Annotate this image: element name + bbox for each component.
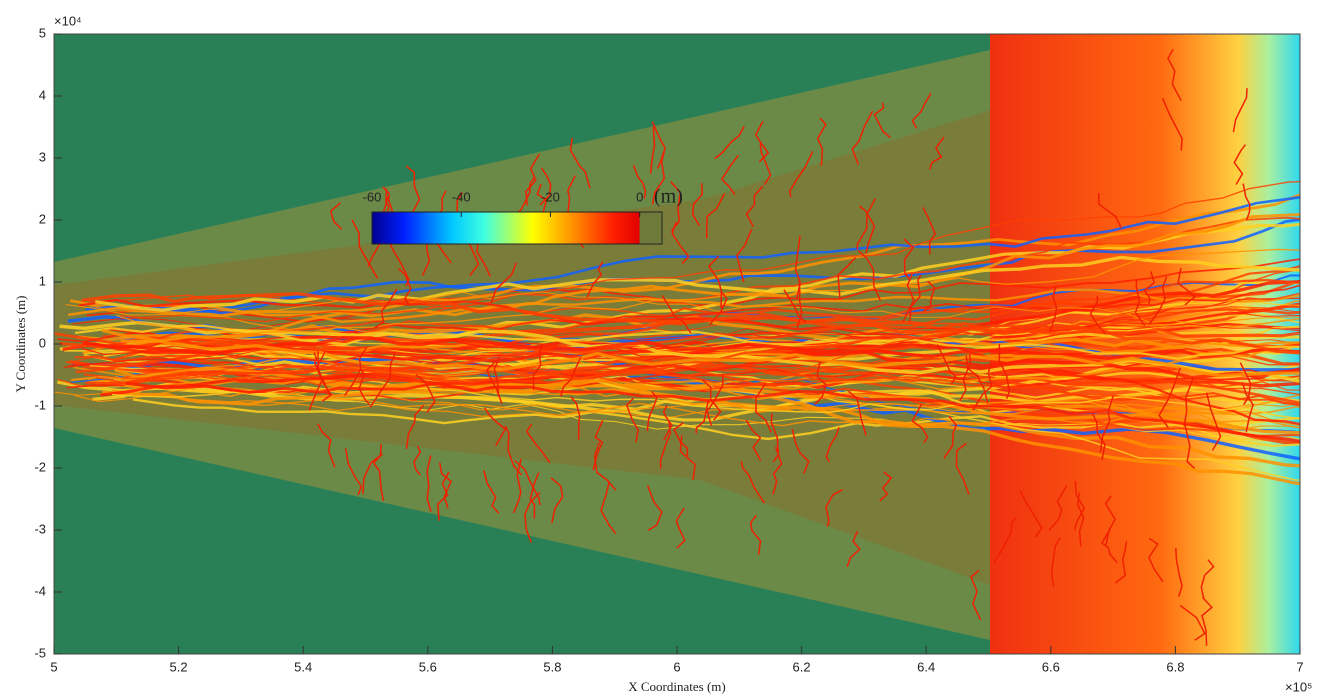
- colorbar-tick-label: -40: [452, 189, 471, 204]
- y-tick-label: 0: [39, 335, 46, 350]
- figure: 5 5.2 5.4 5.6 5.8 6 6.2 6.4 6.6 6.8 7 -5 -4 -3 -2 -1 0 1 2…: [0, 0, 1325, 695]
- x-tick-label: 5: [50, 659, 57, 674]
- y-axis-label: Y Coordinates (m): [13, 296, 28, 393]
- x-tick-label: 6: [673, 659, 680, 674]
- x-tick-label: 5.4: [294, 659, 312, 674]
- y-tick-label: -5: [34, 645, 46, 660]
- x-tick-label: 6.6: [1042, 659, 1060, 674]
- colorbar-unit: (m): [654, 186, 683, 208]
- x-tick-label: 7: [1296, 659, 1303, 674]
- x-tick-label: 6.8: [1166, 659, 1184, 674]
- colorbar-tick-label: 0: [636, 189, 643, 204]
- y-tick-label: 5: [39, 25, 46, 40]
- x-tick-label: 5.6: [419, 659, 437, 674]
- colorbar-land: [640, 212, 662, 244]
- page: 5 5.2 5.4 5.6 5.8 6 6.2 6.4 6.6 6.8 7 -5 -4 -3 -2 -1 0 1 2…: [0, 0, 1325, 695]
- y-tick-label: 4: [39, 87, 46, 102]
- x-tick-label: 5.2: [170, 659, 188, 674]
- x-exponent: ×10⁵: [1285, 679, 1312, 694]
- x-tick-label: 5.8: [543, 659, 561, 674]
- y-tick-label: 1: [39, 273, 46, 288]
- colorbar-tick-label: -20: [541, 189, 560, 204]
- x-tick-label: 6.2: [793, 659, 811, 674]
- colorbar-tick-label: -60: [363, 189, 382, 204]
- y-tick-label: -4: [34, 583, 46, 598]
- y-tick-label: 3: [39, 149, 46, 164]
- x-axis-label: X Coordinates (m): [628, 679, 725, 694]
- colorbar-gradient: [372, 212, 640, 244]
- y-tick-label: -1: [34, 397, 46, 412]
- map-image: [54, 34, 1325, 654]
- y-exponent: ×10⁴: [54, 13, 82, 28]
- y-tick-label: 2: [39, 211, 46, 226]
- x-tick-label: 6.4: [917, 659, 935, 674]
- y-tick-label: -2: [34, 459, 46, 474]
- y-tick-label: -3: [34, 521, 46, 536]
